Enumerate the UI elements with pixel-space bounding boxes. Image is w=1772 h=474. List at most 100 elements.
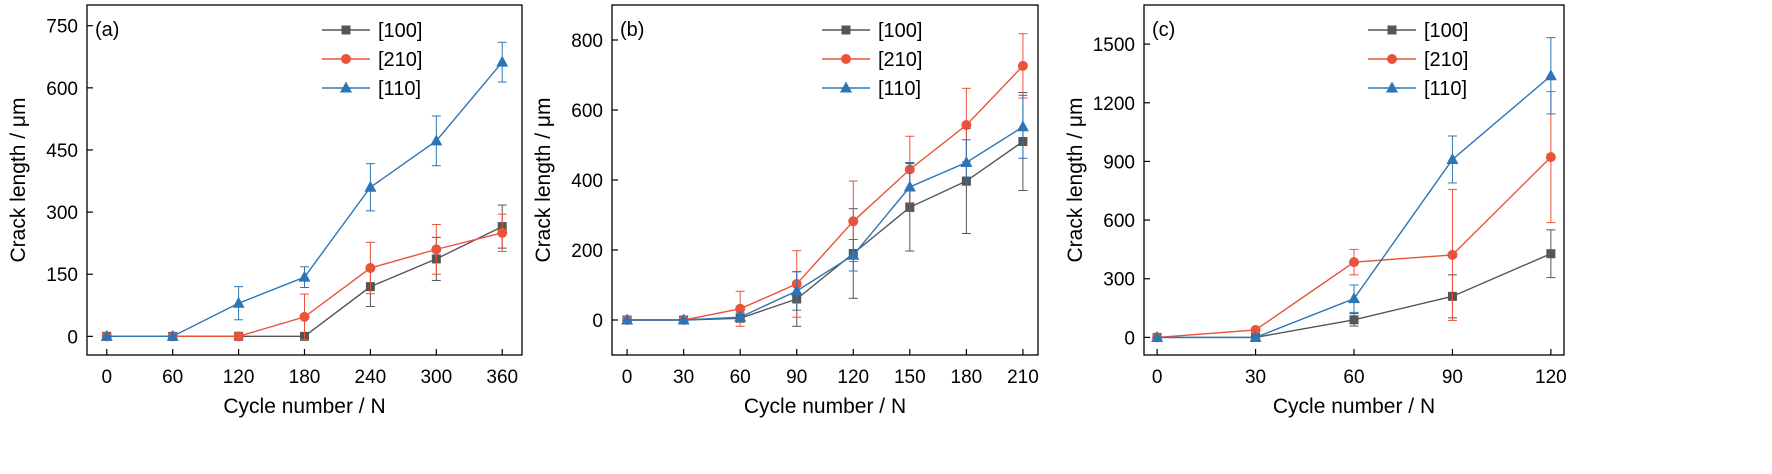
panel-label: (b) (620, 19, 644, 41)
x-tick-label: 30 (673, 367, 694, 388)
legend: [100] [210] [110] (1368, 20, 1468, 100)
x-tick-label: 60 (162, 367, 183, 388)
data-point (365, 263, 376, 274)
y-tick-label: 400 (571, 171, 603, 192)
x-tick-label: 180 (289, 367, 321, 388)
x-tick-label: 300 (420, 367, 452, 388)
series-line (627, 140, 1024, 321)
x-tick-label: 120 (837, 367, 869, 388)
legend-label: [110] (1424, 78, 1467, 100)
data-point (166, 329, 179, 341)
data-point (100, 329, 113, 341)
y-tick-label: 900 (1103, 152, 1135, 173)
y-tick-label: 0 (1124, 328, 1135, 349)
x-axis-label: Cycle number / N (1273, 395, 1435, 418)
data-point (1349, 257, 1359, 268)
data-point (1545, 152, 1556, 163)
legend-marker (841, 54, 851, 64)
y-tick-label: 750 (46, 17, 78, 38)
data-point (735, 303, 746, 314)
legend-marker (840, 81, 852, 93)
data-point (847, 248, 860, 260)
x-tick-label: 0 (622, 367, 633, 388)
x-tick-label: 210 (1007, 367, 1039, 388)
data-point (790, 284, 803, 296)
data-point (1250, 324, 1261, 335)
legend: [100] [210] [110] (822, 20, 922, 100)
data-point (677, 313, 690, 325)
series-line (627, 65, 1024, 321)
y-tick-label: 600 (571, 101, 603, 122)
data-point (961, 120, 972, 131)
y-tick-label: 150 (46, 265, 78, 286)
chart-panel: 0 30 60 90 120 150 180 210 0 200 400 600 800 Cycle nu… (532, 4, 1039, 418)
legend: [100] [210] [110] (322, 20, 422, 100)
data-point (734, 310, 747, 322)
y-tick-label: 600 (1103, 211, 1135, 232)
legend-label: [110] (378, 78, 421, 100)
data-point (848, 216, 859, 227)
data-point (431, 244, 442, 255)
x-tick-label: 30 (1245, 367, 1266, 388)
y-tick-label: 600 (46, 79, 78, 100)
legend-label: [210] (878, 49, 922, 71)
data-point (1446, 152, 1459, 164)
x-axis-label: Cycle number / N (744, 395, 906, 418)
legend-label: [100] (878, 20, 922, 42)
x-tick-label: 90 (786, 367, 807, 388)
data-point (903, 180, 916, 192)
data-point (497, 227, 508, 238)
legend-label: [100] (378, 20, 422, 42)
legend-marker (341, 54, 351, 64)
legend-marker (341, 25, 351, 35)
data-point (1017, 60, 1028, 71)
data-point (1349, 315, 1359, 325)
y-tick-label: 0 (592, 311, 603, 332)
y-axis-label: Crack length / μm (7, 98, 30, 263)
data-point (299, 311, 310, 322)
data-series (621, 94, 1029, 325)
legend-label: [110] (878, 78, 921, 100)
y-tick-label: 450 (46, 141, 78, 162)
data-point (960, 156, 973, 167)
data-point (1544, 69, 1557, 81)
panel-label: (c) (1152, 19, 1175, 41)
x-tick-label: 60 (730, 367, 751, 388)
data-point (1447, 249, 1458, 260)
y-tick-label: 800 (571, 31, 603, 52)
x-tick-label: 0 (1152, 367, 1163, 388)
series-line (627, 126, 1024, 321)
legend-label: [210] (1424, 49, 1468, 71)
legend-label: [210] (378, 49, 422, 71)
data-point (496, 55, 509, 67)
x-tick-label: 60 (1343, 367, 1364, 388)
x-tick-label: 180 (951, 367, 983, 388)
data-point (298, 270, 311, 282)
y-tick-label: 300 (46, 203, 78, 224)
data-point (1348, 292, 1360, 304)
x-axis-label: Cycle number / N (223, 395, 385, 418)
data-point (233, 331, 244, 342)
data-point (1016, 120, 1029, 132)
data-point (430, 134, 443, 146)
data-point (364, 180, 377, 192)
legend-marker (841, 25, 851, 35)
panel-label: (a) (95, 19, 119, 41)
data-series (100, 41, 509, 341)
data-point (232, 296, 245, 308)
plot-frame (611, 4, 1039, 356)
x-tick-label: 90 (1442, 367, 1463, 388)
data-point (621, 313, 634, 325)
y-tick-label: 1500 (1093, 35, 1135, 56)
x-tick-label: 240 (355, 367, 387, 388)
legend-marker (340, 81, 352, 93)
y-tick-label: 1200 (1093, 94, 1135, 115)
x-tick-label: 120 (223, 367, 255, 388)
x-tick-label: 120 (1535, 367, 1567, 388)
x-tick-label: 0 (101, 367, 112, 388)
y-tick-label: 300 (1103, 270, 1135, 291)
data-point (1151, 330, 1164, 342)
